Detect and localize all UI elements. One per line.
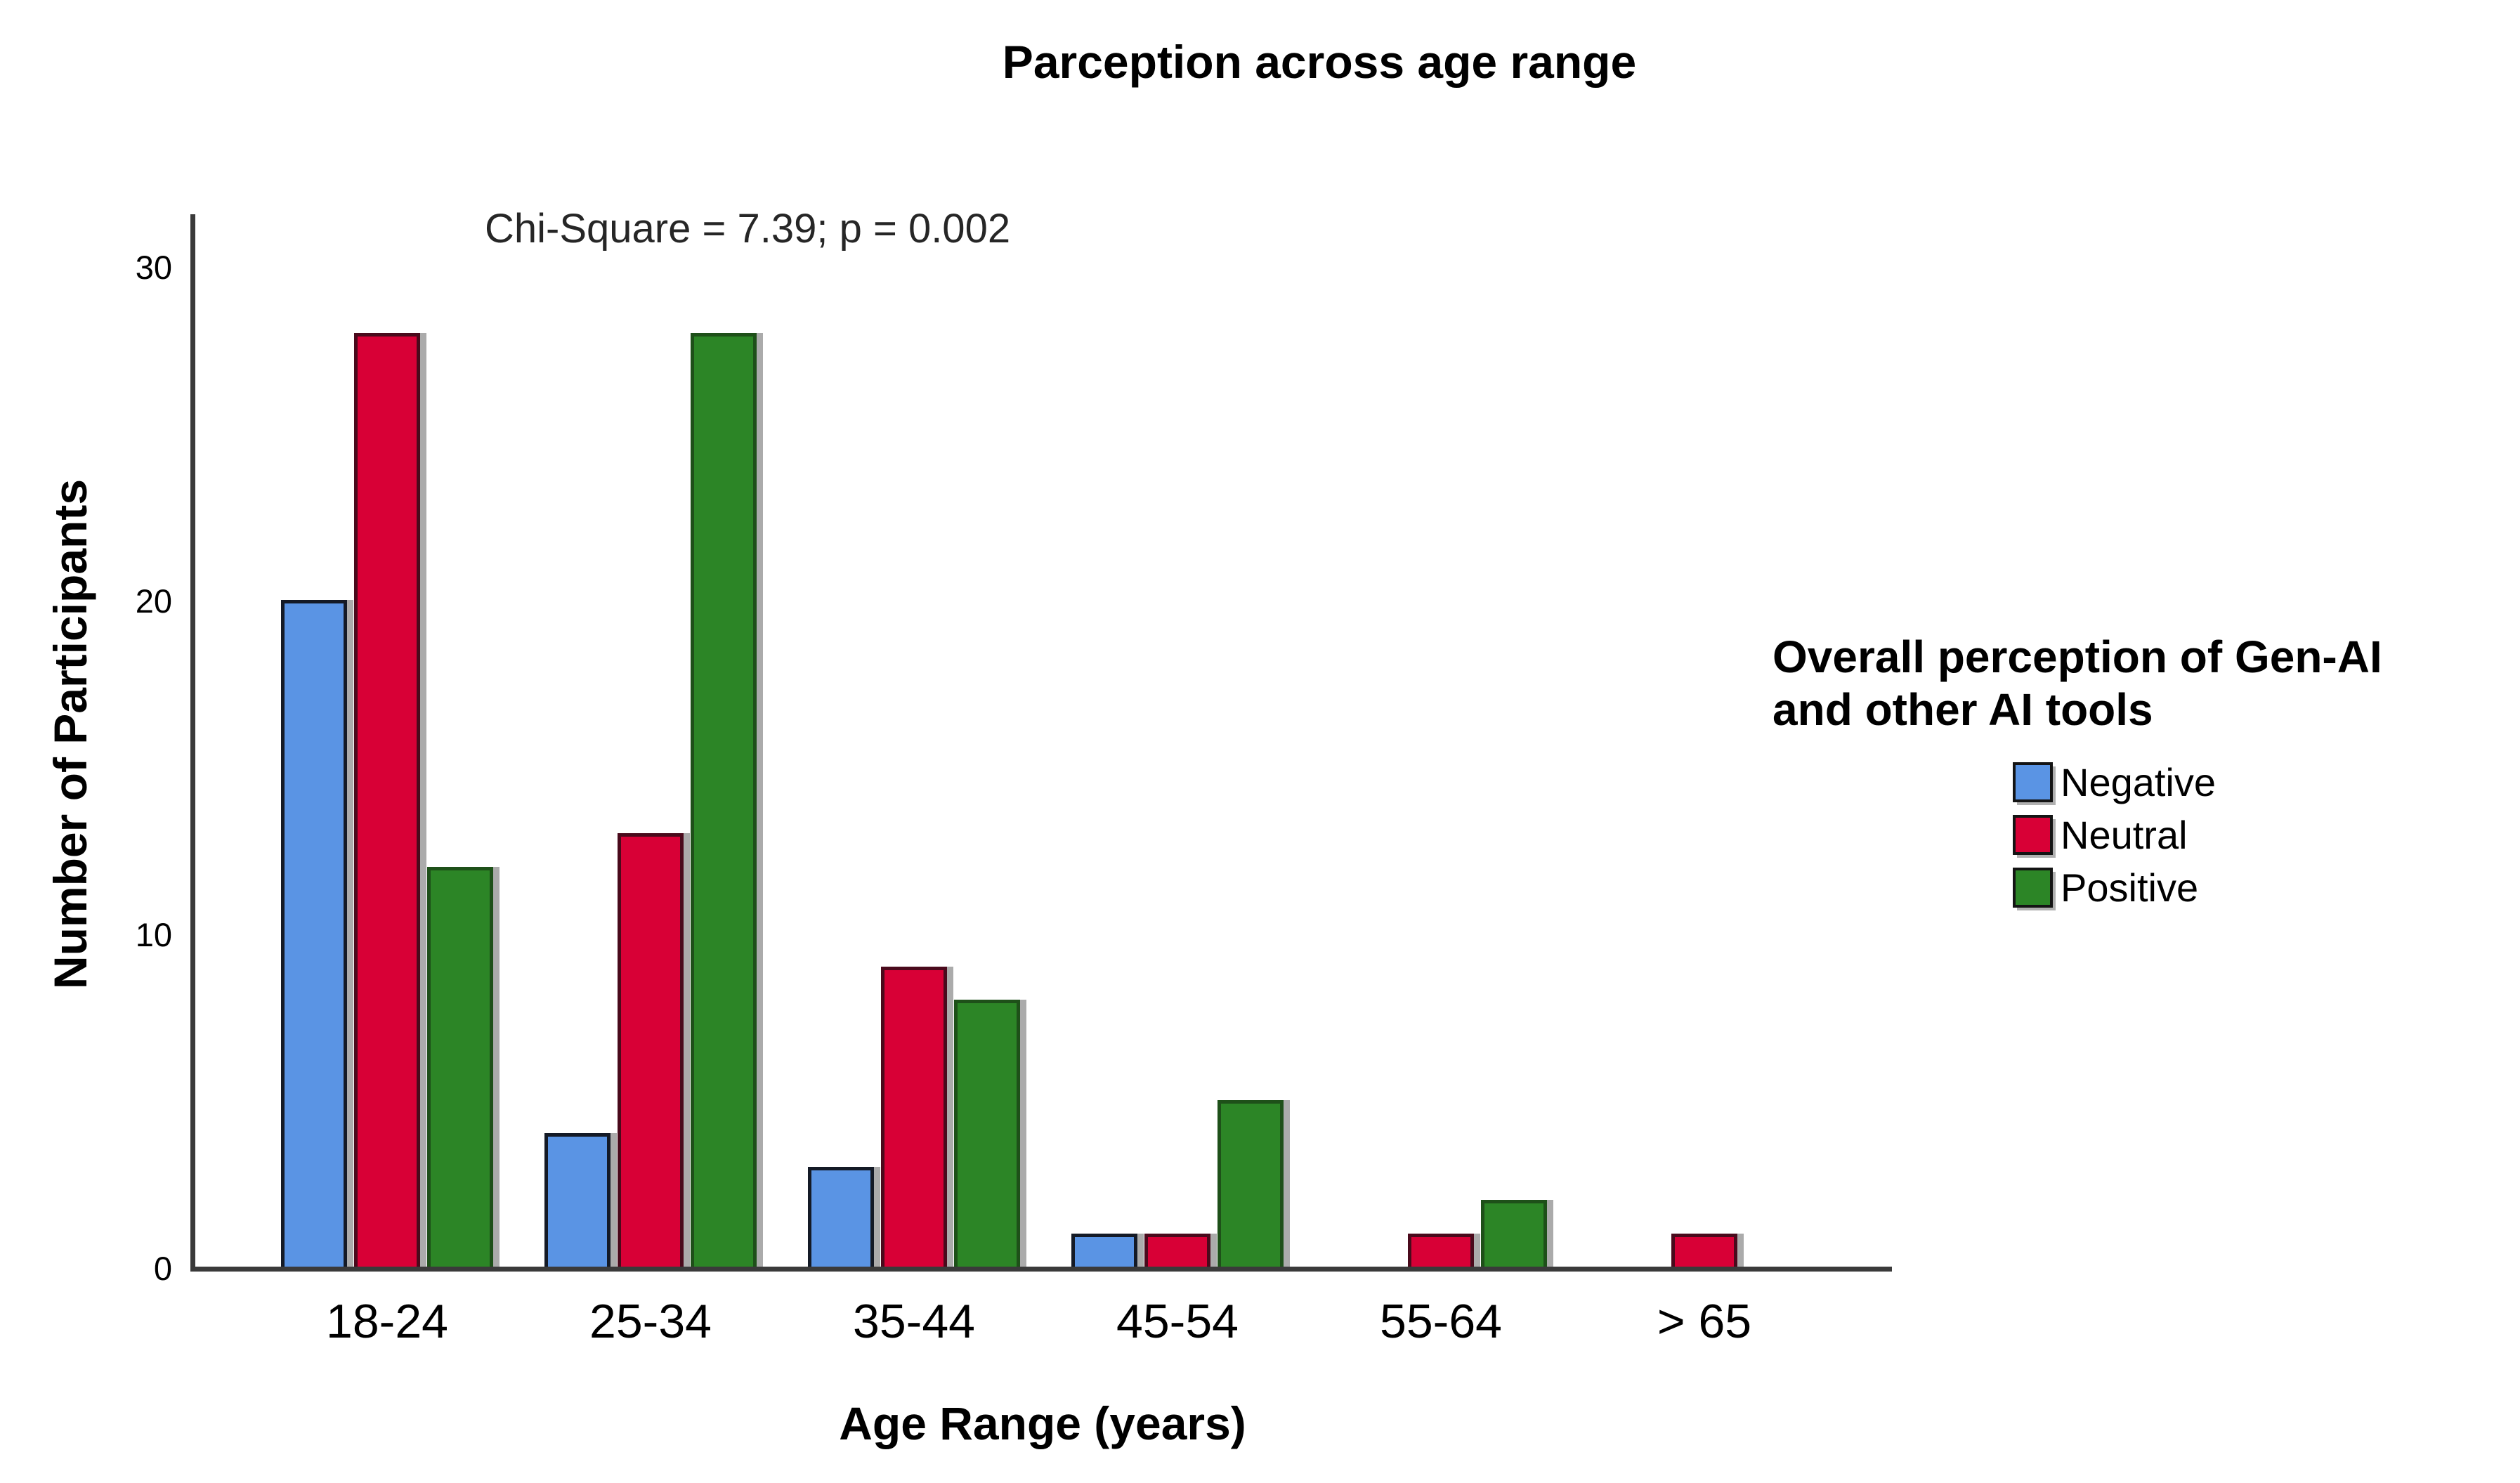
legend-item-neutral: Neutral xyxy=(2013,813,2188,857)
legend-swatch-neutral-icon xyxy=(2013,815,2053,855)
legend-swatch-positive-icon xyxy=(2013,868,2053,908)
y-tick-label-20: 20 xyxy=(135,582,172,620)
bar-negative-45-54 xyxy=(1071,1234,1137,1267)
bar-negative-25-34 xyxy=(544,1133,611,1267)
bar-positive-45-54 xyxy=(1217,1100,1284,1267)
chi-square-annotation: Chi-Square = 7.39; p = 0.002 xyxy=(485,206,1011,251)
x-tick-label-18-24: 18-24 xyxy=(326,1295,448,1348)
bar-negative-35-44 xyxy=(808,1167,874,1267)
plot-area xyxy=(190,214,1892,1272)
bar-neutral-35-44 xyxy=(881,967,947,1267)
legend-label-neutral: Neutral xyxy=(2061,813,2188,857)
x-tick-label-55-64: 55-64 xyxy=(1380,1295,1502,1348)
y-tick-label-0: 0 xyxy=(153,1250,172,1287)
x-tick-label-25-34: 25-34 xyxy=(589,1295,712,1348)
legend-label-positive: Positive xyxy=(2061,865,2199,910)
bar-positive-25-34 xyxy=(691,333,757,1267)
bar-neutral-65 xyxy=(1671,1234,1737,1267)
y-tick-label-30: 30 xyxy=(135,249,172,286)
chart-title: Parception across age range xyxy=(1002,36,1637,88)
bar-neutral-25-34 xyxy=(618,833,684,1267)
bar-neutral-18-24 xyxy=(354,333,420,1267)
legend-item-negative: Negative xyxy=(2013,760,2217,804)
bar-neutral-55-64 xyxy=(1408,1234,1474,1267)
x-axis-title: Age Range (years) xyxy=(839,1397,1246,1449)
legend-title-line2: and other AI tools xyxy=(1773,684,2153,735)
x-tick-label-35-44: 35-44 xyxy=(853,1295,975,1348)
legend-title: Overall perception of Gen-AI and other A… xyxy=(1773,631,2382,736)
bar-positive-35-44 xyxy=(954,1000,1020,1267)
bar-negative-18-24 xyxy=(281,600,347,1267)
y-tick-label-10: 10 xyxy=(135,916,172,953)
bar-positive-18-24 xyxy=(427,867,493,1267)
x-tick-label-65: > 65 xyxy=(1657,1295,1752,1348)
y-axis-title: Number of Participants xyxy=(44,478,96,990)
legend-item-positive: Positive xyxy=(2013,865,2199,910)
legend-label-negative: Negative xyxy=(2061,760,2217,804)
bar-neutral-45-54 xyxy=(1144,1234,1210,1267)
legend-title-line1: Overall perception of Gen-AI xyxy=(1773,632,2382,682)
x-tick-label-45-54: 45-54 xyxy=(1116,1295,1239,1348)
legend-swatch-negative-icon xyxy=(2013,762,2053,802)
bar-positive-55-64 xyxy=(1481,1200,1547,1267)
